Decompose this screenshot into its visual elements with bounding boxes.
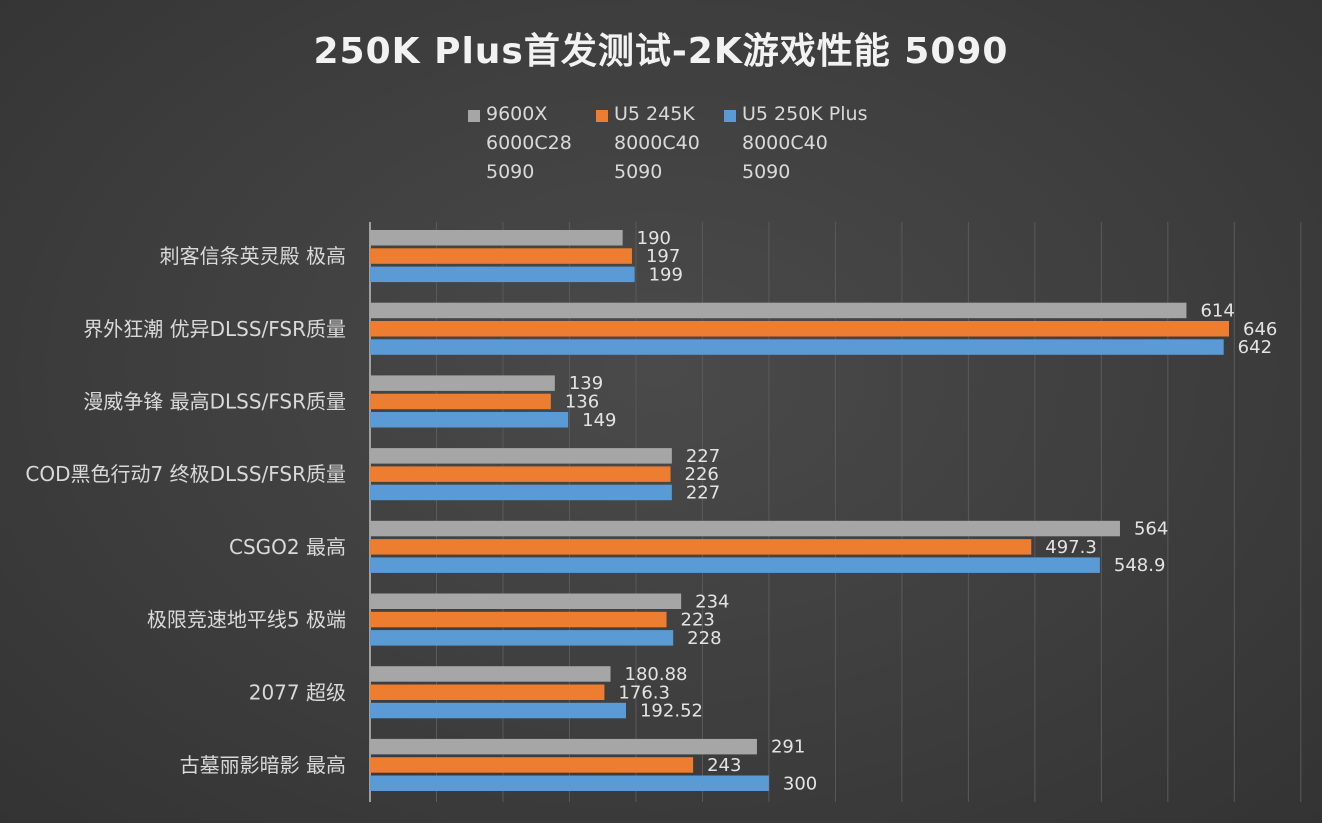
legend-line: U5 250K Plus bbox=[742, 103, 868, 125]
bar bbox=[370, 738, 757, 755]
bar bbox=[370, 702, 626, 719]
bar bbox=[370, 393, 551, 410]
category-label: 古墓丽影暗影 最高 bbox=[180, 753, 346, 777]
data-label: 223 bbox=[681, 610, 715, 631]
category-label: CSGO2 最高 bbox=[229, 535, 346, 559]
legend-line: 6000C28 bbox=[486, 132, 572, 154]
category-label: COD黑色行动7 终极DLSS/FSR质量 bbox=[25, 462, 346, 486]
legend-swatch-u5-245k bbox=[596, 110, 608, 122]
data-label: 564 bbox=[1134, 519, 1168, 540]
legend-line: 5090 bbox=[614, 161, 663, 183]
data-label: 180.88 bbox=[625, 664, 688, 685]
data-label: 548.9 bbox=[1114, 555, 1166, 576]
bar bbox=[370, 539, 1032, 555]
legend-swatch-u5-250k-plus bbox=[724, 110, 736, 122]
bar bbox=[370, 339, 1224, 355]
legend-line: U5 245K bbox=[614, 103, 695, 125]
legend-swatch-9600x bbox=[468, 110, 480, 122]
data-label: 642 bbox=[1238, 337, 1272, 358]
legend-line: 8000C40 bbox=[614, 132, 700, 154]
data-label: 192.52 bbox=[640, 701, 703, 722]
data-label: 190 bbox=[637, 228, 671, 249]
bar bbox=[370, 757, 694, 773]
category-label: 界外狂潮 优异DLSS/FSR质量 bbox=[83, 317, 346, 341]
bar bbox=[370, 593, 682, 609]
chart-title: 250K Plus首发测试-2K游戏性能 5090 bbox=[313, 31, 1009, 72]
bar bbox=[370, 775, 769, 791]
data-label: 646 bbox=[1243, 319, 1277, 340]
data-label: 227 bbox=[686, 482, 720, 503]
category-label: 2077 超级 bbox=[249, 680, 346, 704]
legend-item-u5-250k-plus: U5 250K Plus 8000C40 5090 bbox=[724, 100, 868, 187]
bar bbox=[370, 520, 1120, 537]
data-label: 291 bbox=[771, 737, 805, 758]
category-label: 极限竞速地平线5 极端 bbox=[147, 608, 346, 632]
bar bbox=[370, 412, 569, 428]
bar bbox=[370, 630, 674, 646]
bar bbox=[370, 248, 632, 264]
category-label: 漫威争锋 最高DLSS/FSR质量 bbox=[83, 389, 346, 413]
bar bbox=[370, 684, 605, 700]
data-label: 227 bbox=[686, 446, 720, 467]
bar bbox=[370, 484, 672, 501]
data-label: 136 bbox=[565, 391, 599, 412]
data-label: 197 bbox=[646, 246, 680, 267]
legend-line: 9600X bbox=[486, 103, 548, 125]
legend-line: 5090 bbox=[742, 161, 791, 183]
data-label: 234 bbox=[695, 591, 729, 612]
bar bbox=[370, 230, 623, 246]
bar bbox=[370, 466, 671, 482]
bar bbox=[370, 375, 555, 391]
legend-line: 5090 bbox=[486, 161, 535, 183]
bar bbox=[370, 266, 635, 283]
data-label: 149 bbox=[582, 410, 616, 431]
data-label: 176.3 bbox=[618, 682, 670, 703]
data-label: 139 bbox=[569, 373, 603, 394]
legend-item-9600x: 9600X 6000C28 5090 bbox=[468, 100, 608, 187]
data-label: 199 bbox=[649, 264, 683, 285]
bar bbox=[370, 321, 1229, 337]
legend-line: 8000C40 bbox=[742, 132, 828, 154]
bar bbox=[370, 302, 1187, 319]
bar bbox=[370, 611, 667, 628]
data-label: 243 bbox=[707, 755, 741, 776]
bars bbox=[370, 230, 1229, 791]
data-label: 300 bbox=[783, 773, 817, 794]
bar bbox=[370, 666, 611, 682]
data-label: 614 bbox=[1200, 300, 1234, 321]
bar bbox=[370, 557, 1100, 573]
data-label: 228 bbox=[687, 628, 721, 649]
category-label: 刺客信条英灵殿 极高 bbox=[160, 244, 346, 268]
data-label: 497.3 bbox=[1045, 537, 1097, 558]
data-label: 226 bbox=[685, 464, 719, 485]
legend-item-u5-245k: U5 245K 8000C40 5090 bbox=[596, 100, 736, 187]
bar bbox=[370, 448, 672, 464]
